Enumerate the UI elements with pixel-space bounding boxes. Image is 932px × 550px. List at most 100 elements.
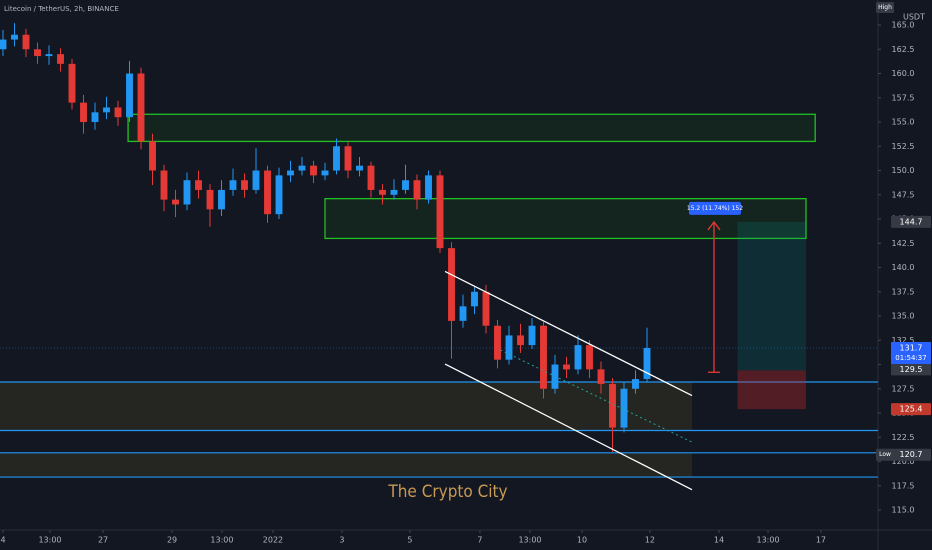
- resistance-zone: [127, 113, 816, 143]
- y-tick-label: 132.5: [892, 336, 915, 345]
- y-tick-label: 115.0: [892, 506, 915, 515]
- candle-body: [356, 165, 363, 171]
- badge-tag-bg: [876, 448, 894, 461]
- y-tick-label: 160.0: [892, 69, 915, 78]
- candle-body: [528, 325, 536, 346]
- watermark: The Crypto City: [387, 482, 507, 502]
- x-tick-label: 4: [0, 536, 5, 545]
- candle-body: [344, 146, 352, 171]
- x-tick-label: 2022: [263, 536, 283, 545]
- candle-body: [264, 170, 271, 215]
- candle-body: [609, 383, 616, 428]
- x-tick-label: 27: [98, 536, 108, 545]
- candle-body: [275, 175, 283, 215]
- candle-body: [574, 345, 582, 370]
- y-tick-label: 140.0: [892, 263, 915, 272]
- channel-line: [500, 349, 693, 443]
- price-badge-bg: [891, 448, 931, 461]
- candle-body: [505, 335, 513, 360]
- candle-body: [402, 180, 409, 190]
- candle-body: [57, 54, 64, 64]
- candle-body: [333, 146, 340, 171]
- y-tick-label: 117.5: [892, 481, 915, 490]
- position-stop: [737, 370, 806, 410]
- y-tick-label: 135.0: [892, 312, 915, 321]
- candle-body: [287, 170, 294, 176]
- candle-body: [195, 180, 202, 190]
- support-band: [0, 452, 692, 478]
- y-tick-label: 162.5: [892, 45, 915, 54]
- x-tick-label: 14: [714, 536, 724, 545]
- x-tick-label: 29: [167, 536, 177, 545]
- candle-body: [34, 49, 41, 57]
- candle-body: [160, 170, 168, 200]
- last-price-bg: [891, 342, 931, 365]
- high-tag-bg: [876, 2, 894, 13]
- y-tick-label: 120.0: [892, 457, 915, 466]
- x-tick-label: 13:00: [38, 536, 61, 545]
- candle-body: [45, 54, 53, 57]
- candle-body: [68, 63, 76, 103]
- chart-title: Litecoin / TetherUS, 2h, BINANCE: [4, 5, 119, 13]
- badge-tag: Low: [879, 451, 891, 458]
- countdown: 01:54:37: [895, 354, 926, 362]
- candle-body: [459, 306, 467, 321]
- x-tick-label: 13:00: [757, 536, 780, 545]
- y-tick-label: 127.5: [892, 384, 915, 393]
- candle-body: [321, 170, 329, 176]
- y-tick-label: 147.5: [892, 190, 915, 199]
- y-tick-label: 137.5: [892, 287, 915, 296]
- candle-body: [183, 180, 191, 205]
- x-tick-label: 13:00: [518, 536, 541, 545]
- candle-body: [137, 73, 145, 142]
- y-tick-label: 155.0: [892, 118, 915, 127]
- candle-body: [482, 291, 490, 326]
- candle-body: [218, 189, 225, 210]
- candle-body: [172, 199, 179, 205]
- y-tick-label: 152.5: [892, 142, 915, 151]
- y-tick-label: 165.0: [892, 21, 915, 30]
- candle-body: [114, 107, 122, 118]
- candle-body: [643, 348, 651, 380]
- arrow-head: [707, 220, 721, 231]
- candle-body: [206, 189, 214, 210]
- price-badge-bg: [891, 215, 931, 228]
- support-band: [0, 381, 692, 431]
- candle-body: [149, 141, 156, 171]
- candle-body: [390, 189, 398, 195]
- channel-line: [444, 270, 693, 397]
- candle-body: [448, 248, 455, 321]
- candle-body: [298, 165, 306, 171]
- x-tick-label: 10: [577, 536, 587, 545]
- price-badge: 144.7: [900, 217, 923, 226]
- x-tick-label: 12: [645, 536, 655, 545]
- candle-body: [367, 165, 375, 190]
- candle-body: [517, 335, 524, 346]
- candle-body: [632, 379, 639, 389]
- candle-body: [126, 73, 133, 118]
- x-tick-label: 17: [816, 536, 826, 545]
- candle-body: [229, 180, 237, 190]
- candle-body: [563, 364, 570, 370]
- candle-body: [379, 189, 386, 195]
- candle-body: [597, 369, 605, 384]
- x-tick-label: 5: [407, 536, 412, 545]
- y-tick-label: 142.5: [892, 239, 915, 248]
- candle-body: [11, 34, 18, 40]
- candle-body: [494, 325, 501, 360]
- candle-body: [252, 170, 260, 190]
- arrow-label: 15.2 (11.74%) 152: [687, 205, 743, 212]
- x-tick-label: 3: [339, 536, 344, 545]
- position-target: [737, 221, 806, 371]
- candle-body: [0, 39, 7, 50]
- y-tick-label: 157.5: [892, 93, 915, 102]
- candle-body: [80, 102, 87, 123]
- candle-body: [91, 112, 99, 123]
- price-badge: 125.4: [900, 405, 923, 414]
- y-tick-label: 150.0: [892, 166, 915, 175]
- candle-body: [425, 175, 432, 200]
- candle-body: [471, 291, 478, 307]
